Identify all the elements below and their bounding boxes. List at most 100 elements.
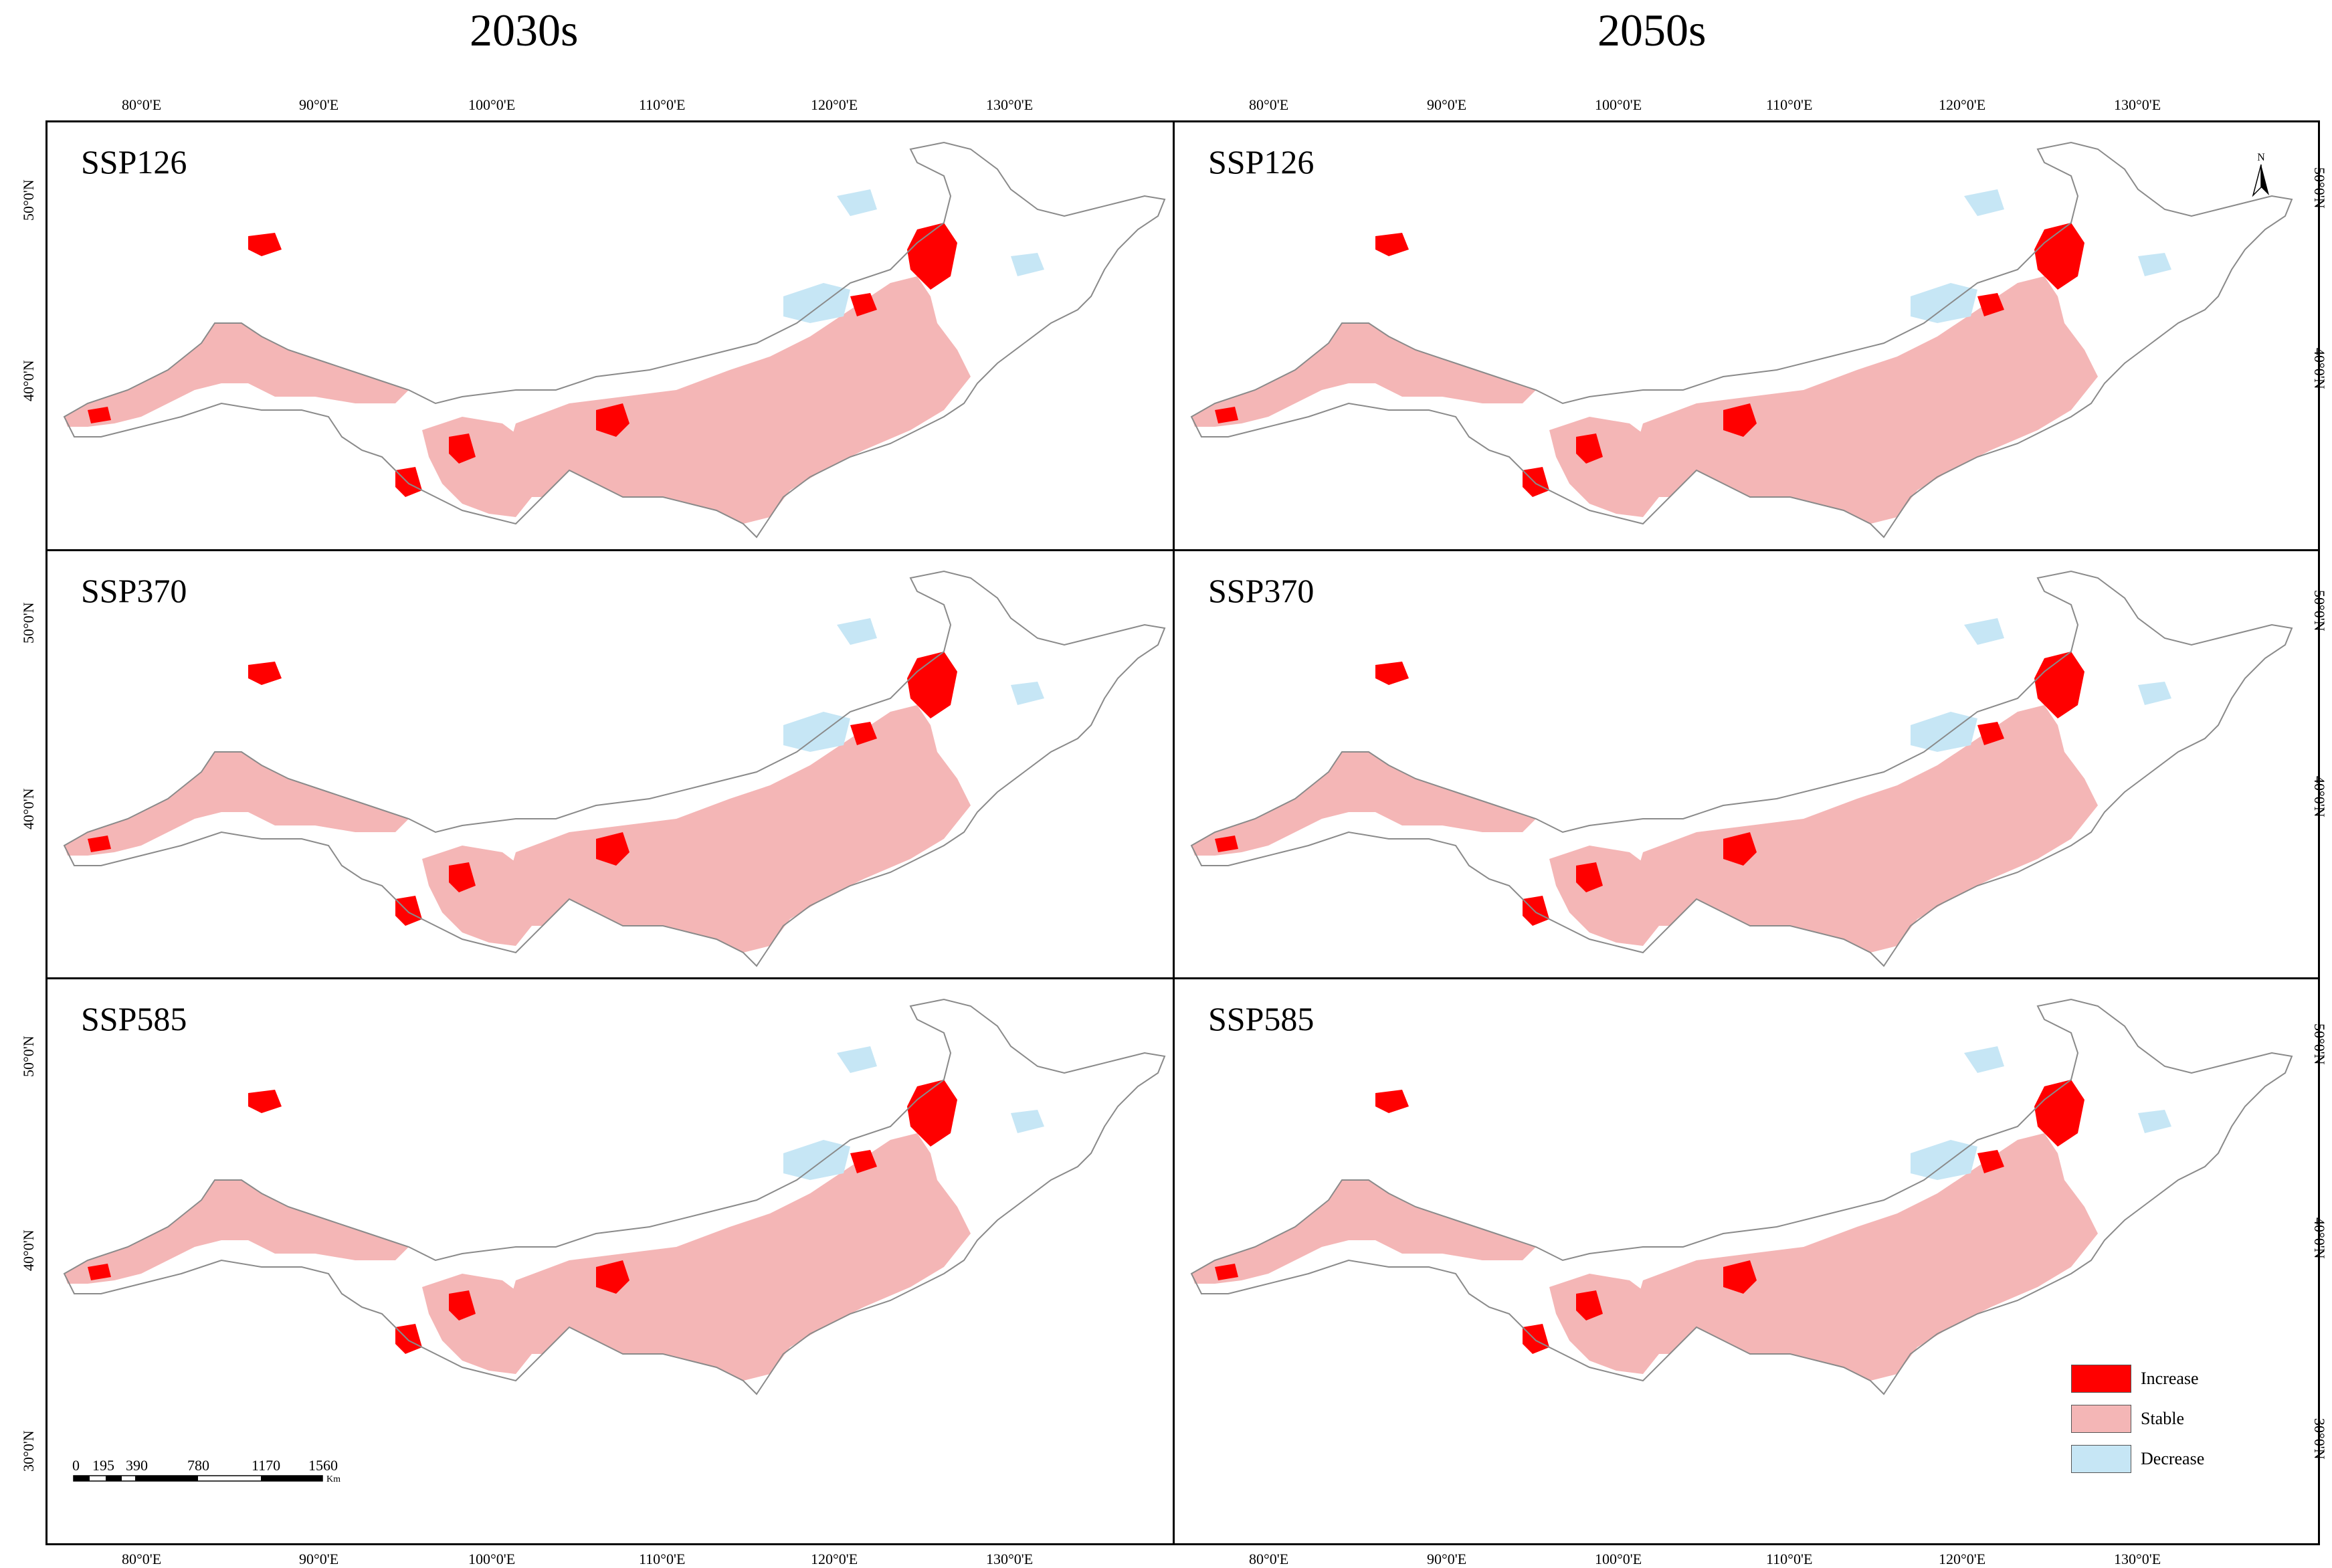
north-arrow-icon: N [2252,152,2269,197]
panel-2050s-ssp370: SSP370 [1175,551,2299,1023]
panel-2030s-ssp126: SSP126 [47,122,1171,594]
panel-2050s-ssp126: SSP126 [1175,122,2299,594]
row-divider [47,549,2318,551]
region-map [1190,141,2293,538]
increase-area [596,403,629,437]
increase-area [1215,1264,1238,1280]
scale-tick: 780 [187,1457,209,1474]
increase-area [395,896,422,926]
decrease-area [2138,253,2171,276]
increase-area [449,862,476,892]
lon-tick: 120°0'E [811,1551,858,1567]
increase-area [850,293,877,316]
row-divider [47,977,2318,979]
lon-tick: 130°0'E [2114,1551,2161,1567]
panel-2050s-ssp585: SSP585 [1175,979,2299,1451]
decrease-area [1911,1140,1977,1180]
region-map [63,998,1166,1395]
decrease-area [1964,189,2004,216]
scale-tick: 1560 [308,1457,338,1474]
scale-tick: 390 [126,1457,148,1474]
region-map [63,570,1166,967]
panel-label: SSP370 [81,572,187,609]
increase-area [2034,1080,2084,1147]
increase-area [1723,403,1757,437]
map-grid: SSP126 SSP126 SSP370 SSP370 SSP585 SSP58… [45,120,2320,1545]
legend-swatch [2071,1365,2131,1393]
lat-tick: 40°0'N [20,1230,37,1271]
decrease-area [783,283,850,323]
scale-tick: 0 [72,1457,80,1474]
lon-tick: 80°0'E [122,96,162,113]
stable-area [1191,1180,1536,1284]
increase-area [596,832,629,866]
scale-bar: 0 195 390 780 1170 1560 Km [72,1457,353,1484]
lon-tick: 130°0'E [986,1551,1034,1567]
increase-area [1723,1260,1757,1294]
increase-area [1523,1324,1549,1354]
increase-area [1723,832,1757,866]
decrease-area [1011,253,1044,276]
increase-area [88,836,111,852]
panel-label: SSP126 [81,143,187,181]
scale-tick: 1170 [252,1457,281,1474]
lon-tick: 90°0'E [1427,1551,1467,1567]
increase-area [850,722,877,745]
lon-tick: 100°0'E [1595,96,1642,113]
increase-area [1576,433,1603,464]
stable-area [1630,276,2098,524]
legend-label: Stable [2141,1409,2184,1428]
lat-tick: 50°0'N [20,179,37,221]
stable-area [1191,323,1536,427]
increase-area [1215,407,1238,423]
scale-unit: Km [326,1474,341,1484]
lon-tick: 130°0'E [986,96,1034,113]
decrease-area [783,712,850,752]
panel-label: SSP370 [1208,572,1315,609]
stable-area [1630,705,2098,953]
legend-item-stable: Stable [2071,1405,2285,1445]
column-title-2050s: 2050s [1597,5,1707,56]
increase-area [1215,836,1238,852]
increase-area [395,467,422,497]
legend-label: Increase [2141,1369,2199,1388]
lon-tick: 90°0'E [299,1551,339,1567]
region-outline [1190,998,2293,1395]
lon-tick: 120°0'E [811,96,858,113]
increase-area [907,652,957,718]
increase-area [2034,652,2084,718]
decrease-area [1911,283,1977,323]
increase-area [907,1080,957,1147]
column-title-2030s: 2030s [470,5,579,56]
lon-tick: 130°0'E [2114,96,2161,113]
panel-2030s-ssp370: SSP370 [47,551,1171,1023]
lon-tick: 120°0'E [1939,96,1986,113]
stable-area [64,323,409,427]
region-map [1190,570,2293,967]
stable-area [1191,752,1536,856]
lon-tick: 110°0'E [1766,96,1813,113]
region-map [63,141,1166,538]
lon-tick: 100°0'E [1595,1551,1642,1567]
region-outline [63,141,1166,538]
stable-area [64,1180,409,1284]
stable-area [502,1133,971,1381]
increase-area [248,233,282,256]
stable-area [502,276,971,524]
decrease-area [837,618,877,645]
increase-area [2034,223,2084,290]
decrease-area [1011,682,1044,705]
decrease-area [837,189,877,216]
increase-area [1375,662,1409,685]
region-outline [63,570,1166,967]
increase-area [1576,862,1603,892]
increase-area [1977,722,2004,745]
scale-tick: 195 [92,1457,114,1474]
panel-label: SSP126 [1208,143,1315,181]
decrease-area [837,1046,877,1073]
north-arrow-label: N [2257,152,2265,163]
increase-area [907,223,957,290]
increase-area [395,1324,422,1354]
region-map [1190,998,2293,1395]
lon-tick: 120°0'E [1939,1551,1986,1567]
